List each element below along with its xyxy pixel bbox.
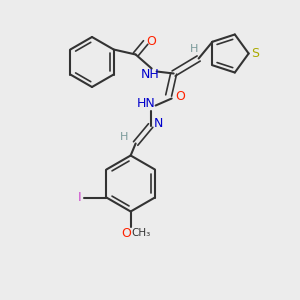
Text: I: I: [78, 191, 81, 204]
Text: H: H: [119, 133, 128, 142]
Text: CH₃: CH₃: [131, 229, 150, 238]
Text: HN: HN: [136, 97, 155, 110]
Text: H: H: [190, 44, 198, 53]
Text: N: N: [154, 117, 163, 130]
Text: NH: NH: [140, 68, 159, 81]
Text: O: O: [147, 35, 157, 48]
Text: O: O: [176, 90, 186, 103]
Text: O: O: [122, 227, 132, 240]
Text: S: S: [251, 47, 259, 60]
